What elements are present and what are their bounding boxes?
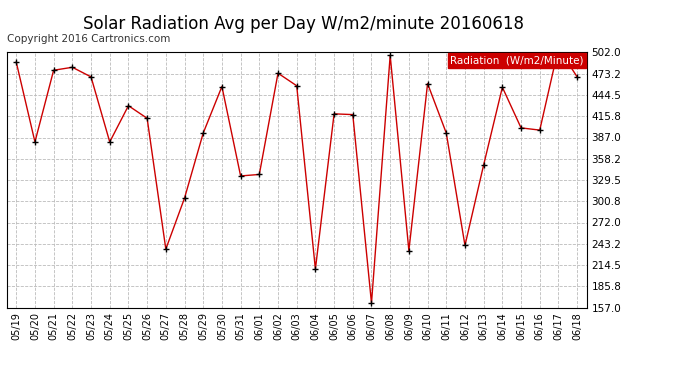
Text: Radiation  (W/m2/Minute): Radiation (W/m2/Minute) xyxy=(450,55,584,65)
Text: Solar Radiation Avg per Day W/m2/minute 20160618: Solar Radiation Avg per Day W/m2/minute … xyxy=(83,15,524,33)
Text: Copyright 2016 Cartronics.com: Copyright 2016 Cartronics.com xyxy=(7,34,170,44)
